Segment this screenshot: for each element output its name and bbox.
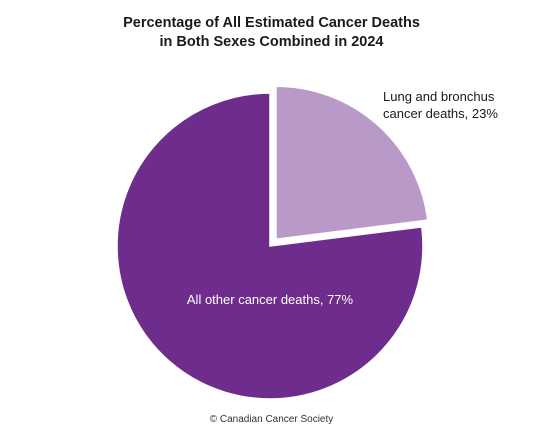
slice-label-1: Lung and bronchus cancer deaths, 23% [383,89,498,121]
slice-label-1-line-1: Lung and bronchus [383,89,495,104]
slice-label-1-line-2: cancer deaths, 23% [383,106,498,121]
chart-title-line-1: Percentage of All Estimated Cancer Death… [123,15,420,31]
slice-label-2-line-1: All other cancer deaths, 77% [187,292,354,307]
chart-title: Percentage of All Estimated Cancer Death… [0,14,543,52]
copyright-notice: © Canadian Cancer Society [209,414,334,425]
chart-title-line-2: in Both Sexes Combined in 2024 [159,34,384,50]
pie-slice-1 [275,85,429,241]
pie-slice-2 [116,92,424,400]
slice-label-2: All other cancer deaths, 77% [187,292,354,307]
